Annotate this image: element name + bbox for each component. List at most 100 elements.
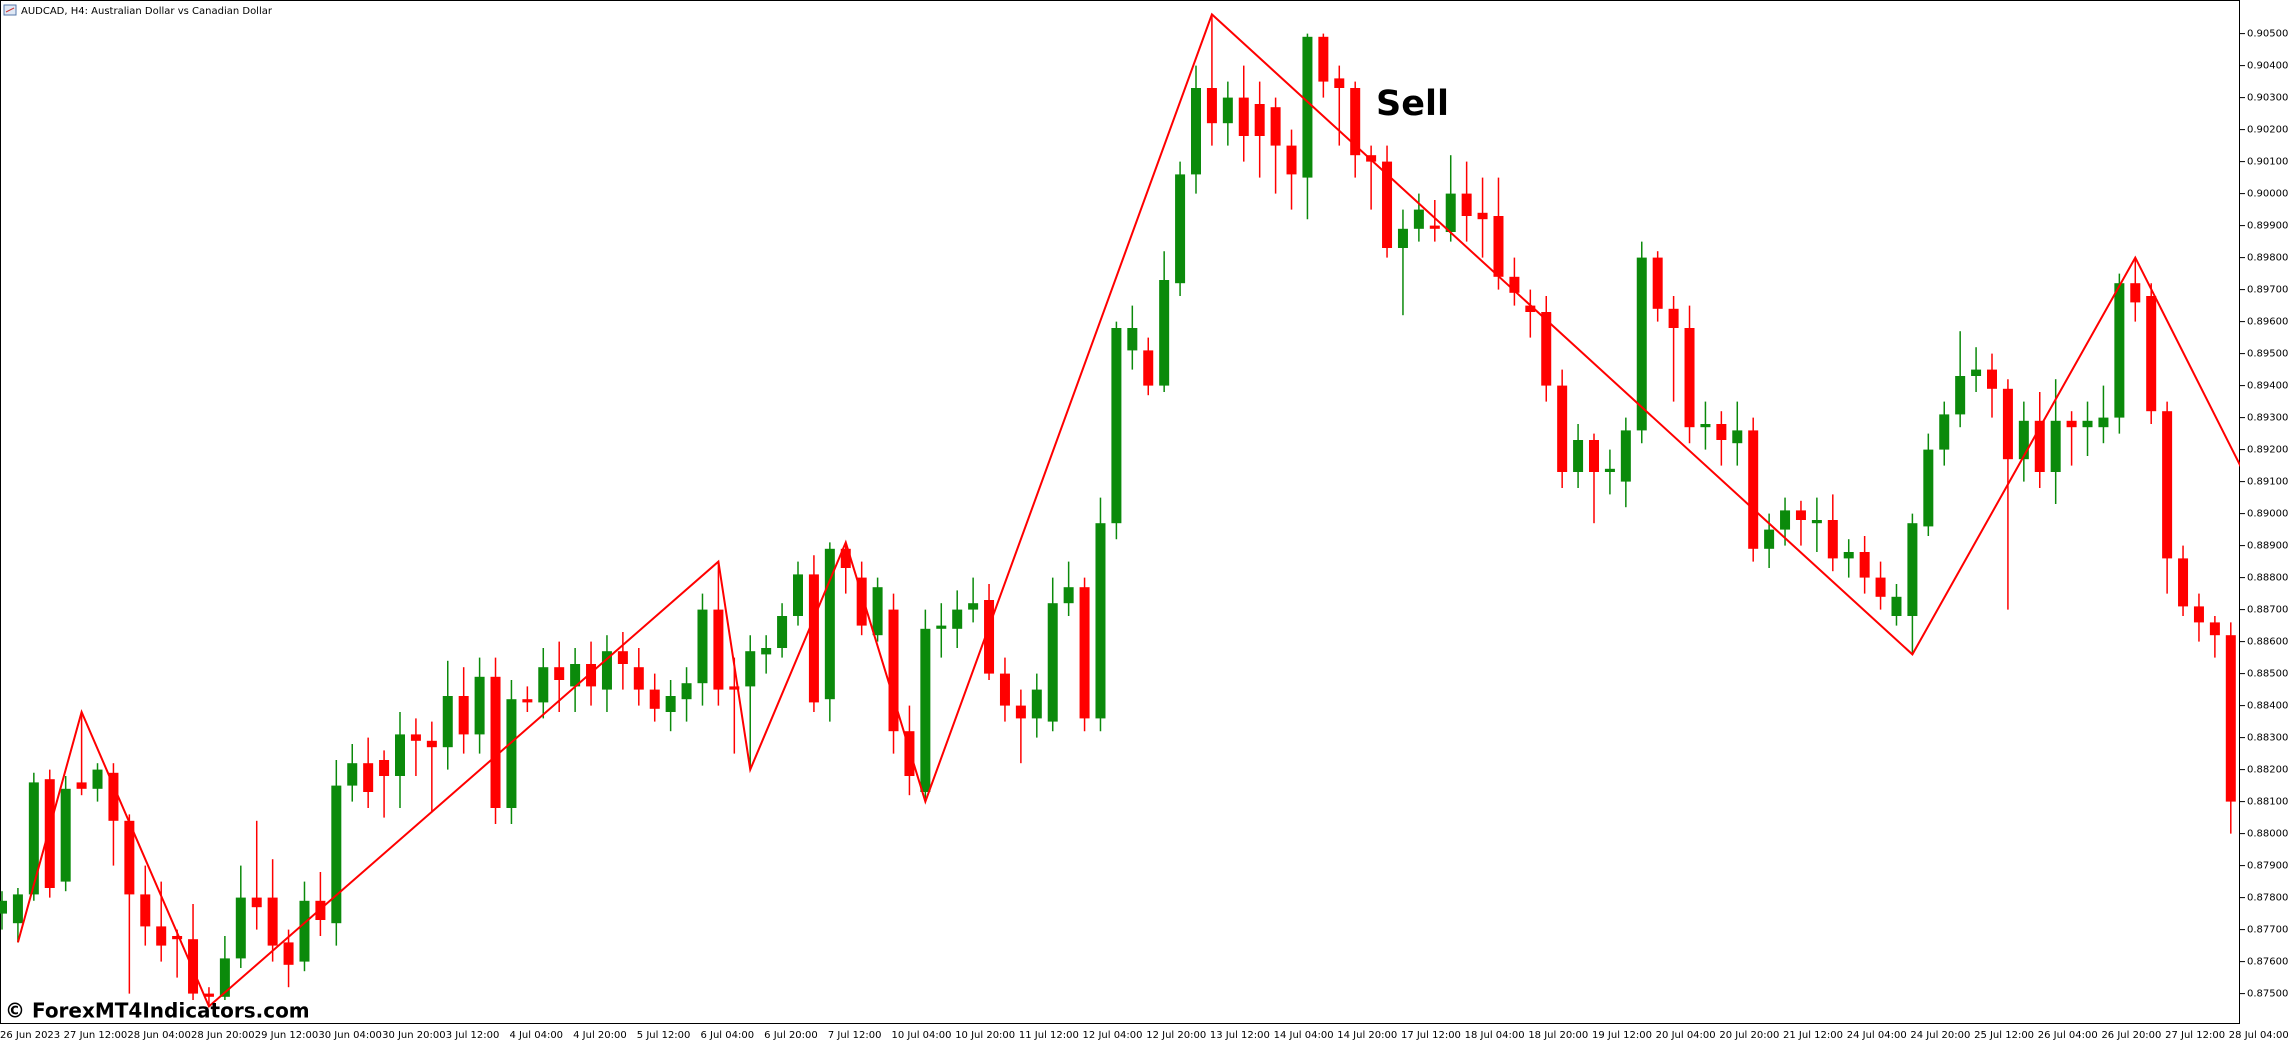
candle-body (761, 648, 772, 655)
candle-body (808, 574, 819, 703)
candle-body (920, 628, 931, 792)
candle-body (1764, 529, 1775, 549)
candle-body (1318, 36, 1329, 82)
candle-body (1159, 280, 1170, 386)
candle-body (1541, 312, 1552, 386)
candle-body (1254, 104, 1265, 136)
candle-body (633, 667, 644, 690)
x-tick-label: 4 Jul 20:00 (573, 1030, 627, 1041)
y-tick-label: 0.88200 (2247, 765, 2288, 776)
candle-body (506, 699, 517, 808)
candle-body (2002, 388, 2013, 460)
candle-body (1987, 369, 1997, 389)
candle-body (1843, 552, 1854, 559)
y-tick-label: 0.90400 (2247, 61, 2288, 72)
x-tick-label: 6 Jul 20:00 (764, 1030, 818, 1041)
y-tick-label: 0.88900 (2247, 541, 2288, 552)
candle-body (888, 609, 899, 732)
candle-body (426, 740, 437, 748)
candle-body (1700, 424, 1711, 428)
candle-body (12, 894, 23, 924)
candle-body (379, 760, 390, 776)
x-tick-label: 3 Jul 12:00 (446, 1030, 500, 1041)
candle-body (1795, 510, 1806, 520)
candle-body (235, 897, 246, 959)
candle-body (1493, 216, 1504, 277)
candle-body (124, 820, 135, 895)
candle-body (538, 667, 549, 703)
y-tick-label: 0.89200 (2247, 445, 2288, 456)
candle-body (156, 926, 167, 946)
symbol-icon (3, 4, 17, 16)
candle-body (904, 731, 915, 776)
candle-body (1604, 468, 1615, 472)
candle-body (1191, 88, 1201, 175)
candle-body (458, 696, 469, 735)
x-tick-label: 20 Jul 20:00 (1719, 1030, 1779, 1041)
candle-body (203, 993, 214, 997)
candle-body (1859, 552, 1870, 578)
candle-body (1620, 430, 1631, 482)
candle-body (2178, 558, 2189, 607)
y-tick-label: 0.88000 (2247, 829, 2288, 840)
candle-body (2018, 420, 2029, 460)
y-tick-label: 0.89000 (2247, 509, 2288, 520)
x-tick-label: 13 Jul 12:00 (1210, 1030, 1270, 1041)
candle-body (1907, 523, 1918, 616)
candle-body (1175, 174, 1186, 284)
x-tick-label: 10 Jul 20:00 (955, 1030, 1015, 1041)
candle-body (474, 676, 485, 735)
y-tick-label: 0.89500 (2247, 349, 2288, 360)
candle-body (617, 651, 628, 664)
y-tick-label: 0.88600 (2247, 637, 2288, 648)
y-tick-label: 0.89700 (2247, 285, 2288, 296)
candle-body (1238, 97, 1249, 136)
candle-body (665, 696, 676, 712)
candle-body (2098, 417, 2109, 428)
candle-body (1875, 577, 1886, 597)
candle-body (1015, 705, 1026, 719)
candle-body (1382, 161, 1393, 248)
candle-body (219, 958, 230, 997)
candle-body (1429, 225, 1440, 229)
x-tick-label: 27 Jun 12:00 (64, 1030, 128, 1041)
candle-body (2162, 411, 2173, 559)
candle-body (1079, 587, 1090, 719)
candle-body (1525, 305, 1536, 312)
candle-body (44, 779, 55, 888)
candle-body (2130, 283, 2141, 303)
candle-body (92, 769, 103, 789)
candle-body (1350, 88, 1361, 156)
x-tick-label: 21 Jul 12:00 (1783, 1030, 1843, 1041)
x-tick-label: 12 Jul 04:00 (1083, 1030, 1143, 1041)
candle-body (188, 939, 199, 994)
candle-body (1302, 36, 1313, 178)
candle-body (2034, 420, 2045, 472)
candle-body (793, 574, 803, 616)
x-tick-label: 17 Jul 12:00 (1401, 1030, 1461, 1041)
candle-body (2146, 296, 2157, 412)
candle-body (267, 897, 278, 946)
x-tick-label: 28 Jun 20:00 (191, 1030, 255, 1041)
candle-body (1270, 107, 1281, 146)
candle-body (28, 782, 39, 895)
x-tick-label: 26 Jul 04:00 (2038, 1030, 2098, 1041)
y-tick-label: 0.89100 (2247, 477, 2288, 488)
candle-body (872, 587, 883, 636)
y-tick-label: 0.90200 (2247, 125, 2288, 136)
candle-body (1780, 510, 1791, 530)
x-tick-label: 29 Jun 12:00 (255, 1030, 319, 1041)
y-tick-label: 0.87800 (2247, 893, 2288, 904)
candle-body (1413, 209, 1424, 229)
candle-body (1955, 376, 1966, 415)
y-tick-label: 0.90100 (2247, 157, 2288, 168)
candle-body (299, 900, 310, 962)
candle-body (442, 696, 453, 748)
candle-body (1939, 414, 1950, 450)
candle-body (1366, 155, 1377, 162)
candle-body (2082, 420, 2093, 428)
x-tick-label: 18 Jul 20:00 (1528, 1030, 1588, 1041)
candle-body (1047, 603, 1058, 722)
candle-body (2193, 606, 2204, 623)
candle-body (395, 734, 405, 776)
